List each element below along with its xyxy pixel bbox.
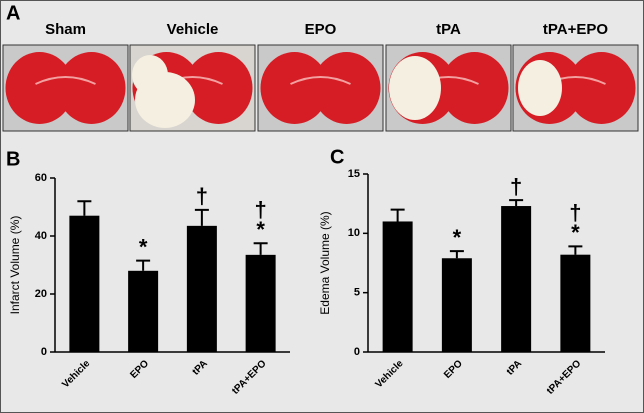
error-bar xyxy=(194,208,209,226)
significance-marker: † xyxy=(255,197,267,222)
brain-right xyxy=(440,52,509,124)
error-bar xyxy=(390,208,405,222)
error-bar xyxy=(136,259,151,271)
brain-right xyxy=(312,52,381,124)
error-bar xyxy=(449,250,464,259)
significance-marker: * xyxy=(256,217,265,242)
bar xyxy=(441,258,472,352)
error-bar xyxy=(253,242,268,255)
error-bar xyxy=(77,200,92,216)
infarct xyxy=(389,56,441,120)
brain-right xyxy=(184,52,253,124)
error-bar xyxy=(509,199,524,207)
brain-left xyxy=(260,52,329,124)
image-label: Sham xyxy=(45,21,86,38)
error-bar xyxy=(568,245,583,255)
image-label: Vehicle xyxy=(167,21,219,38)
bar xyxy=(186,225,217,352)
image-label: EPO xyxy=(305,21,337,38)
y-tick-label: 0 xyxy=(41,346,47,358)
panel-label: A xyxy=(6,2,20,24)
bar xyxy=(245,254,276,352)
y-tick-label: 40 xyxy=(35,230,47,242)
significance-marker: † xyxy=(569,200,581,225)
brain-left xyxy=(5,52,74,124)
significance-marker: † xyxy=(510,174,522,199)
brain-right xyxy=(567,52,636,124)
significance-marker: * xyxy=(139,234,148,259)
infarct xyxy=(518,60,562,116)
bar xyxy=(128,270,159,352)
bar xyxy=(560,254,591,352)
y-axis-label: Infarct Volume (%) xyxy=(8,216,22,315)
y-tick-label: 5 xyxy=(354,287,360,299)
y-tick-label: 60 xyxy=(35,172,47,184)
ventricle xyxy=(35,76,96,85)
y-axis-label: Edema Volume (%) xyxy=(318,211,332,314)
bar xyxy=(501,206,532,352)
significance-marker: † xyxy=(196,184,208,209)
bar xyxy=(69,215,100,352)
panel-label: B xyxy=(6,148,20,170)
y-tick-label: 15 xyxy=(348,168,360,180)
significance-marker: * xyxy=(571,220,580,245)
image-label: tPA xyxy=(436,21,461,38)
significance-marker: * xyxy=(453,225,462,250)
infarct xyxy=(132,55,168,95)
ventricle xyxy=(290,76,351,85)
y-tick-label: 0 xyxy=(354,346,360,358)
bar xyxy=(382,221,413,352)
panel-label: C xyxy=(330,146,344,168)
y-tick-label: 10 xyxy=(348,227,360,239)
y-tick-label: 20 xyxy=(35,288,47,300)
image-label: tPA+EPO xyxy=(543,21,608,38)
brain-right xyxy=(57,52,126,124)
